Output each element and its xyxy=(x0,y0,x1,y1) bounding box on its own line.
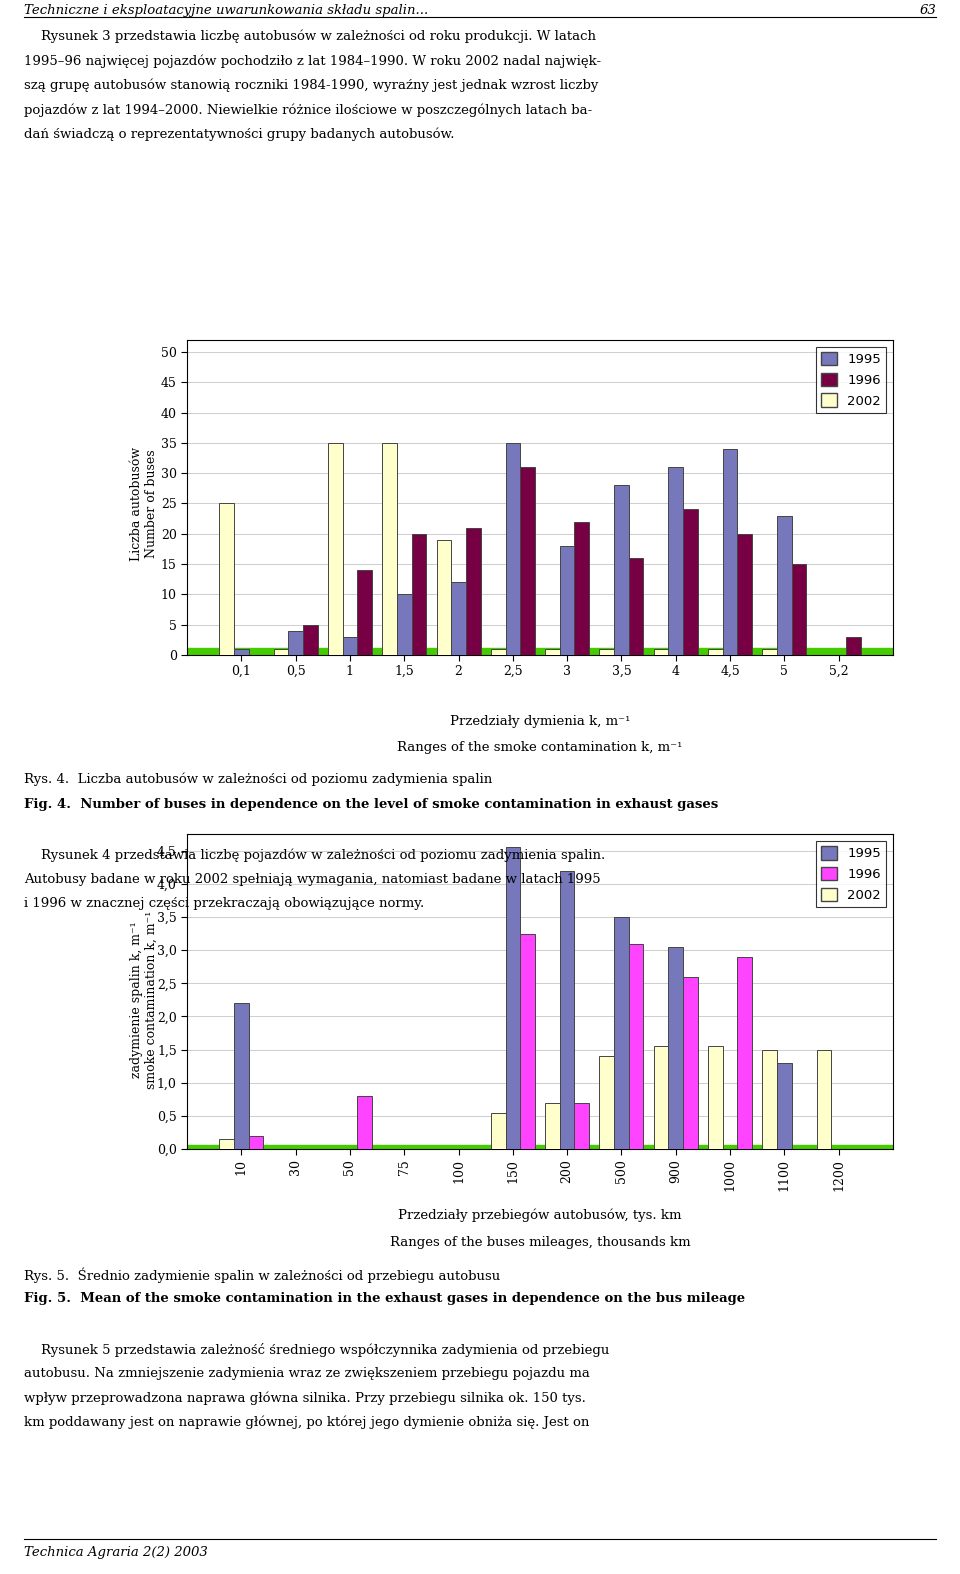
Text: Rysunek 3 przedstawia liczbę autobusów w zależności od roku produkcji. W latach: Rysunek 3 przedstawia liczbę autobusów w… xyxy=(24,30,596,44)
Bar xyxy=(328,442,343,655)
Bar xyxy=(219,1140,234,1149)
Text: km poddawany jest on naprawie głównej, po której jego dymienie obniża się. Jest : km poddawany jest on naprawie głównej, p… xyxy=(24,1417,589,1429)
Text: szą grupę autobusów stanowią roczniki 1984-1990, wyraźny jest jednak wzrost licz: szą grupę autobusów stanowią roczniki 19… xyxy=(24,79,598,93)
Text: Ranges of the buses mileages, thousands km: Ranges of the buses mileages, thousands … xyxy=(390,1236,690,1248)
Bar xyxy=(762,1050,777,1149)
Bar xyxy=(491,1113,506,1149)
Bar xyxy=(574,521,589,655)
Text: Rysunek 5 przedstawia zależność średniego współczynnika zadymienia od przebiegu: Rysunek 5 przedstawia zależność średnieg… xyxy=(24,1343,610,1357)
Bar xyxy=(560,870,574,1149)
Bar xyxy=(614,485,629,655)
Bar xyxy=(288,631,303,655)
Text: Rysunek 4 przedstawia liczbę pojazdów w zależności od poziomu zadymienia spalin.: Rysunek 4 przedstawia liczbę pojazdów w … xyxy=(24,848,605,863)
Bar xyxy=(708,1047,723,1149)
Bar xyxy=(357,570,372,655)
Bar xyxy=(451,582,466,655)
Legend: 1995, 1996, 2002: 1995, 1996, 2002 xyxy=(815,841,886,907)
Bar xyxy=(599,648,614,655)
Bar xyxy=(274,648,288,655)
Bar xyxy=(668,948,684,1149)
Bar xyxy=(614,918,629,1149)
Text: i 1996 w znacznej części przekraczają obowiązujące normy.: i 1996 w znacznej części przekraczają ob… xyxy=(24,897,424,910)
Bar xyxy=(668,467,684,655)
Bar xyxy=(234,1003,249,1149)
Bar xyxy=(466,527,481,655)
Text: Liczba autobusów
Number of buses: Liczba autobusów Number of buses xyxy=(130,447,157,560)
Bar xyxy=(723,449,737,655)
Bar xyxy=(846,636,861,655)
Bar xyxy=(654,1047,668,1149)
Text: Fig. 4.  Number of buses in dependence on the level of smoke contamination in ex: Fig. 4. Number of buses in dependence on… xyxy=(24,798,718,811)
Bar xyxy=(219,504,234,655)
Bar xyxy=(817,1050,831,1149)
Bar xyxy=(654,648,668,655)
Bar xyxy=(412,534,426,655)
Bar xyxy=(560,546,574,655)
Text: Przedziały przebiegów autobusów, tys. km: Przedziały przebiegów autobusów, tys. km xyxy=(398,1209,682,1223)
Bar xyxy=(684,510,698,655)
Bar xyxy=(520,467,535,655)
Text: pojazdów z lat 1994–2000. Niewielkie różnice ilościowe w poszczególnych latach b: pojazdów z lat 1994–2000. Niewielkie róż… xyxy=(24,102,592,116)
Bar xyxy=(437,540,451,655)
Bar xyxy=(762,648,777,655)
Bar xyxy=(545,1103,560,1149)
Bar xyxy=(234,648,249,655)
Bar xyxy=(506,442,520,655)
Text: Przedziały dymienia k, m⁻¹: Przedziały dymienia k, m⁻¹ xyxy=(450,715,630,727)
Bar xyxy=(506,847,520,1149)
Bar xyxy=(629,943,643,1149)
Bar xyxy=(303,625,318,655)
Bar xyxy=(684,977,698,1149)
Text: Fig. 5.  Mean of the smoke contamination in the exhaust gases in dependence on t: Fig. 5. Mean of the smoke contamination … xyxy=(24,1292,745,1305)
Bar xyxy=(357,1096,372,1149)
Bar xyxy=(737,534,752,655)
Bar xyxy=(545,648,560,655)
Text: autobusu. Na zmniejszenie zadymienia wraz ze zwiększeniem przebiegu pojazdu ma: autobusu. Na zmniejszenie zadymienia wra… xyxy=(24,1366,589,1380)
Bar xyxy=(574,1103,589,1149)
Bar xyxy=(777,1062,792,1149)
Bar xyxy=(187,647,893,655)
Text: 1995–96 najwięcej pojazdów pochodziło z lat 1984–1990. W roku 2002 nadal najwięk: 1995–96 najwięcej pojazdów pochodziło z … xyxy=(24,54,601,68)
Text: Autobusy badane w roku 2002 spełniają wymagania, natomiast badane w latach 1995: Autobusy badane w roku 2002 spełniają wy… xyxy=(24,872,601,886)
Bar xyxy=(629,557,643,655)
Bar xyxy=(737,957,752,1149)
Bar xyxy=(777,516,792,655)
Bar xyxy=(520,933,535,1149)
Bar xyxy=(382,442,396,655)
Text: dań świadczą o reprezentatywności grupy badanych autobusów.: dań świadczą o reprezentatywności grupy … xyxy=(24,127,454,142)
Text: Techniczne i eksploatacyjne uwarunkowania składu spalin...: Techniczne i eksploatacyjne uwarunkowani… xyxy=(24,3,428,17)
Text: Rys. 5.  Średnio zadymienie spalin w zależności od przebiegu autobusu: Rys. 5. Średnio zadymienie spalin w zale… xyxy=(24,1267,500,1283)
Text: zadymienie spalin k, m⁻¹
smoke contamination k, m⁻¹: zadymienie spalin k, m⁻¹ smoke contamina… xyxy=(130,911,157,1089)
Bar xyxy=(491,648,506,655)
Bar xyxy=(343,636,357,655)
Text: 63: 63 xyxy=(920,3,936,17)
Bar xyxy=(708,648,723,655)
Bar xyxy=(792,563,806,655)
Text: Technica Agraria 2(2) 2003: Technica Agraria 2(2) 2003 xyxy=(24,1546,207,1558)
Text: Ranges of the smoke contamination k, m⁻¹: Ranges of the smoke contamination k, m⁻¹ xyxy=(397,741,683,754)
Text: Rys. 4.  Liczba autobusów w zależności od poziomu zadymienia spalin: Rys. 4. Liczba autobusów w zależności od… xyxy=(24,773,492,787)
Bar xyxy=(396,595,412,655)
Bar xyxy=(599,1056,614,1149)
Bar xyxy=(187,1144,893,1149)
Bar xyxy=(249,1136,263,1149)
Text: wpływ przeprowadzona naprawa główna silnika. Przy przebiegu silnika ok. 150 tys.: wpływ przeprowadzona naprawa główna siln… xyxy=(24,1391,586,1406)
Legend: 1995, 1996, 2002: 1995, 1996, 2002 xyxy=(815,346,886,412)
